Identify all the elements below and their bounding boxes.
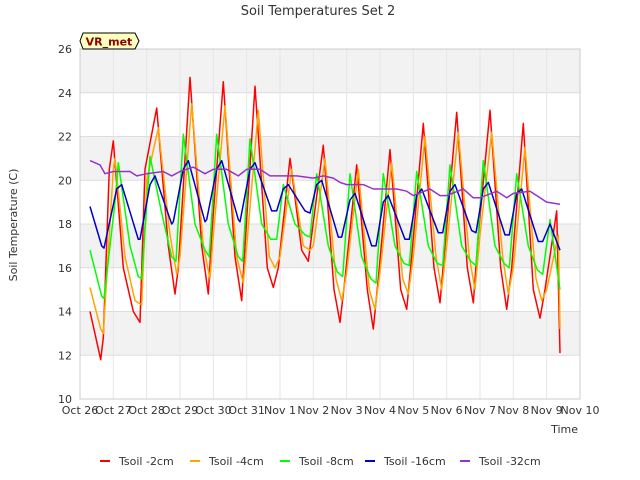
x-tick-label: Nov 2 — [297, 404, 329, 417]
x-tick-label: Nov 10 — [561, 404, 600, 417]
plot-border — [79, 48, 581, 400]
grid-lines — [79, 48, 581, 400]
series-line-tsoil-32cm — [89, 159, 561, 206]
x-tick-label: Oct 31 — [228, 404, 265, 417]
x-axis-label: Time — [550, 423, 578, 436]
legend: Tsoil -2cm Tsoil -4cm Tsoil -8cm Tsoil -16c… — [100, 455, 541, 468]
badge-background — [79, 32, 140, 50]
y-axis-ticks: 10 12 14 16 18 20 22 24 26 — [58, 43, 72, 406]
x-tick-label: Nov 8 — [497, 404, 529, 417]
y-tick-label: 24 — [58, 87, 72, 100]
series-lines — [89, 76, 561, 361]
legend-label: Tsoil -32cm — [478, 455, 541, 468]
x-tick-label: Nov 5 — [397, 404, 429, 417]
y-tick-label: 14 — [58, 306, 72, 319]
chart-title: Soil Temperatures Set 2 — [241, 4, 396, 19]
x-tick-label: Nov 9 — [531, 404, 563, 417]
y-axis-label: Soil Temperature (C) — [7, 169, 20, 282]
badge-label: VR_met — [86, 36, 133, 49]
y-tick-label: 10 — [58, 393, 72, 406]
x-tick-label: Oct 26 — [62, 404, 99, 417]
x-tick-label: Nov 7 — [464, 404, 496, 417]
x-tick-label: Nov 4 — [364, 404, 396, 417]
x-tick-label: Nov 6 — [431, 404, 463, 417]
x-tick-label: Oct 28 — [128, 404, 165, 417]
y-tick-label: 22 — [58, 131, 72, 144]
x-tick-label: Nov 3 — [331, 404, 363, 417]
y-tick-label: 12 — [58, 349, 72, 362]
legend-label: Tsoil -2cm — [118, 455, 174, 468]
y-tick-label: 16 — [58, 262, 72, 275]
legend-label: Tsoil -8cm — [298, 455, 354, 468]
x-tick-label: Nov 1 — [264, 404, 296, 417]
x-tick-label: Oct 27 — [95, 404, 132, 417]
plot-band — [80, 311, 580, 356]
station-badge: VR_met — [79, 32, 140, 50]
y-tick-label: 20 — [58, 174, 72, 187]
legend-label: Tsoil -4cm — [208, 455, 264, 468]
y-tick-label: 18 — [58, 218, 72, 231]
legend-label: Tsoil -16cm — [383, 455, 446, 468]
series-line-tsoil-16cm — [89, 159, 561, 251]
series-line-tsoil-4cm — [89, 102, 561, 335]
x-tick-label: Oct 30 — [195, 404, 232, 417]
plot-band — [80, 49, 580, 93]
y-tick-label: 26 — [58, 43, 72, 56]
x-tick-label: Oct 29 — [162, 404, 199, 417]
